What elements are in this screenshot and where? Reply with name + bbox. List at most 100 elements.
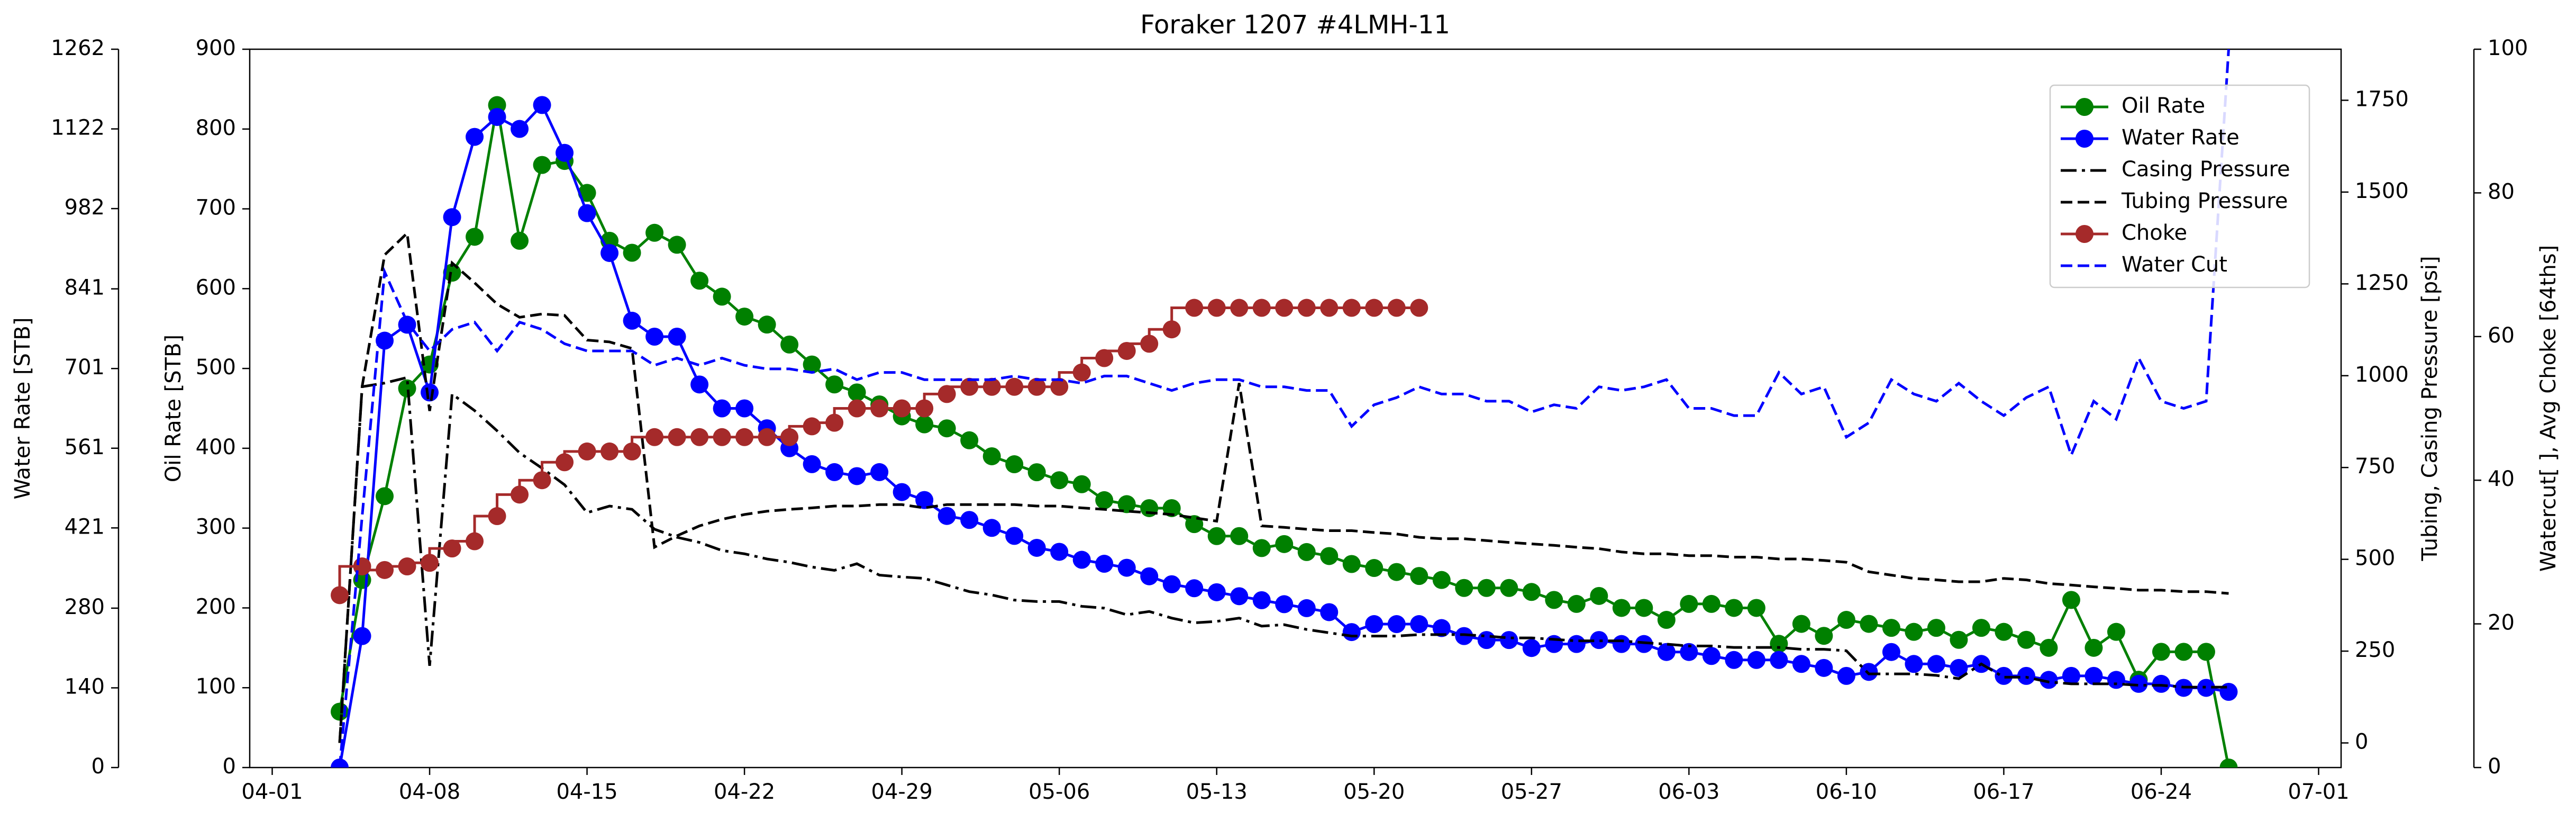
data-point <box>376 487 394 506</box>
data-point <box>1252 539 1271 557</box>
data-point <box>870 463 889 481</box>
data-point <box>353 627 371 645</box>
data-point <box>623 311 641 330</box>
data-point <box>1252 299 1271 317</box>
data-point <box>937 419 956 438</box>
data-point <box>1612 599 1631 617</box>
data-point <box>398 557 416 576</box>
data-point <box>1297 543 1316 561</box>
data-point <box>533 96 551 114</box>
data-point <box>1927 655 1945 673</box>
data-point <box>1050 377 1069 396</box>
data-point <box>1072 475 1091 493</box>
y-tick-label: 900 <box>196 36 236 60</box>
data-point <box>2174 643 2193 661</box>
data-point <box>2017 630 2035 649</box>
data-point <box>2062 666 2080 685</box>
data-point <box>1275 595 1294 614</box>
legend-marker <box>2076 130 2093 148</box>
data-point <box>2197 643 2215 661</box>
data-point <box>780 428 799 446</box>
data-point <box>848 399 866 418</box>
y-axis-label: Tubing, Casing Pressure [psi] <box>2418 256 2442 561</box>
data-point <box>1792 655 1810 673</box>
data-point <box>376 561 394 579</box>
y-tick-label: 750 <box>2355 454 2395 479</box>
data-point <box>1005 377 1024 396</box>
data-point <box>1702 647 1721 665</box>
data-point <box>1635 635 1653 653</box>
data-point <box>1387 615 1406 634</box>
data-point <box>803 455 821 473</box>
data-point <box>1365 559 1383 578</box>
y-tick-label: 982 <box>65 195 105 220</box>
data-point <box>713 399 731 418</box>
data-point <box>1185 299 1204 317</box>
x-tick-label: 05-20 <box>1343 780 1405 804</box>
data-point <box>690 272 709 290</box>
data-point <box>1815 627 1833 645</box>
data-point <box>1612 635 1631 653</box>
data-point <box>1522 583 1541 601</box>
data-point <box>1050 471 1069 490</box>
data-point <box>937 385 956 403</box>
chart-title: Foraker 1207 #4LMH-11 <box>1140 10 1450 40</box>
data-point <box>533 156 551 174</box>
data-point <box>1162 575 1181 593</box>
data-point <box>1365 615 1383 634</box>
x-tick-label: 05-06 <box>1028 780 1090 804</box>
data-point <box>1320 299 1339 317</box>
data-point <box>825 463 844 481</box>
y-tick-label: 841 <box>65 276 105 300</box>
y-tick-label: 701 <box>65 355 105 380</box>
data-point <box>1995 622 2013 641</box>
data-point <box>1342 623 1361 642</box>
data-point <box>1297 299 1316 317</box>
data-point <box>1972 619 1990 637</box>
data-point <box>578 204 596 222</box>
data-point <box>1725 599 1743 617</box>
data-point <box>713 428 731 446</box>
data-point <box>1657 611 1676 629</box>
y-tick-label: 40 <box>2488 467 2515 491</box>
data-point <box>893 483 911 501</box>
data-point <box>2152 674 2170 693</box>
data-point <box>1095 491 1114 509</box>
data-point <box>960 377 979 396</box>
data-point <box>1657 643 1676 661</box>
data-point <box>1230 527 1249 545</box>
data-point <box>1545 635 1563 653</box>
data-point <box>1837 611 1855 629</box>
legend-label: Tubing Pressure <box>2121 189 2288 213</box>
x-tick-label: 07-01 <box>2288 780 2349 804</box>
data-point <box>1950 630 1968 649</box>
y-tick-label: 1000 <box>2355 363 2409 387</box>
series-line <box>338 105 2230 768</box>
x-tick-label: 04-29 <box>871 780 933 804</box>
data-point <box>2107 671 2125 689</box>
y-tick-label: 700 <box>196 196 236 220</box>
data-point <box>2219 759 2238 768</box>
legend-marker <box>2076 98 2093 116</box>
x-tick-label: 04-08 <box>399 780 460 804</box>
plot-frame <box>249 48 2342 769</box>
data-point <box>1522 639 1541 657</box>
data-point <box>1410 615 1428 634</box>
data-point <box>668 428 686 446</box>
data-point <box>1365 299 1383 317</box>
series-line <box>338 49 2230 768</box>
data-point <box>870 399 889 418</box>
legend-label: Oil Rate <box>2122 94 2205 118</box>
y-tick-label: 20 <box>2488 611 2515 635</box>
y-axis-label: Water Rate [STB] <box>11 318 35 500</box>
data-point <box>1432 571 1451 589</box>
data-point <box>1770 651 1788 669</box>
y-tick-label: 0 <box>2488 754 2501 779</box>
y-tick-label: 400 <box>196 435 236 459</box>
y-tick-label: 1250 <box>2355 270 2409 295</box>
data-point <box>1500 631 1518 649</box>
x-tick-label: 05-27 <box>1501 780 1562 804</box>
x-tick-label: 05-13 <box>1186 780 1248 804</box>
y-tick-label: 1750 <box>2355 87 2409 111</box>
data-point <box>1860 663 1878 681</box>
